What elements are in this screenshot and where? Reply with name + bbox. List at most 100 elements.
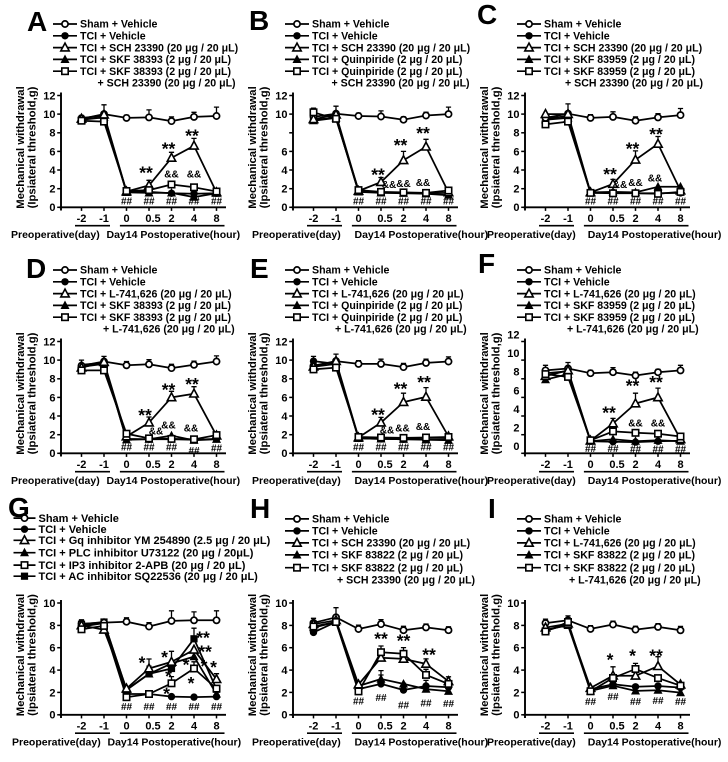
svg-text:6: 6 [281, 392, 287, 404]
svg-text:TCI + SKF 38393 (2 μg / 20 μL): TCI + SKF 38393 (2 μg / 20 μL) [80, 54, 231, 66]
svg-text:D: D [26, 253, 46, 284]
svg-text:##: ## [675, 197, 687, 208]
svg-text:2: 2 [400, 720, 406, 732]
svg-text:4: 4 [191, 720, 198, 732]
svg-text:Preoperative(day): Preoperative(day) [487, 229, 576, 241]
svg-text:Mechanical withdrawal: Mechanical withdrawal [247, 332, 259, 454]
svg-text:Sham + Vehicle: Sham + Vehicle [544, 265, 622, 277]
svg-text:8: 8 [513, 128, 519, 140]
svg-text:*: * [210, 657, 217, 677]
svg-text:TCI + SCH 23390 (20 μg / 20 μL: TCI + SCH 23390 (20 μg / 20 μL) [312, 538, 470, 550]
svg-text:&&: && [149, 426, 163, 437]
svg-text:##: ## [188, 197, 200, 208]
svg-text:-1: -1 [563, 459, 573, 471]
svg-text:0: 0 [587, 720, 593, 732]
svg-text:-2: -2 [541, 213, 551, 225]
svg-text:TCI + Quinpiride (2 μg / 20 μL: TCI + Quinpiride (2 μg / 20 μL) [312, 54, 462, 66]
svg-text:2: 2 [400, 213, 406, 225]
svg-text:8: 8 [677, 720, 683, 732]
svg-text:10: 10 [275, 355, 287, 367]
svg-text:0: 0 [49, 710, 55, 722]
svg-text:2: 2 [168, 213, 174, 225]
svg-text:4: 4 [49, 411, 56, 423]
svg-text:##: ## [121, 702, 133, 713]
svg-text:##: ## [607, 444, 619, 455]
svg-text:**: ** [371, 404, 385, 424]
svg-text:&&: && [651, 419, 665, 430]
svg-text:0: 0 [513, 441, 519, 453]
svg-text:-2: -2 [309, 459, 319, 471]
svg-text:&&: && [395, 424, 409, 435]
svg-text:TCI + Vehicle: TCI + Vehicle [312, 277, 378, 289]
svg-text:6: 6 [49, 643, 55, 655]
svg-text:-2: -2 [77, 459, 87, 471]
svg-text:TCI + AC inhibitor SQ22536 (20: TCI + AC inhibitor SQ22536 (20 μg / 20 μ… [39, 571, 259, 583]
svg-text:Preoperative(day): Preoperative(day) [487, 475, 576, 487]
svg-text:12: 12 [507, 329, 519, 341]
svg-text:2: 2 [632, 213, 638, 225]
svg-text:TCI + Quinpiride (2 μg / 20 μL: TCI + Quinpiride (2 μg / 20 μL) [312, 312, 462, 324]
svg-text:##: ## [420, 197, 432, 208]
svg-text:Day14 Postoperative(hour): Day14 Postoperative(hour) [588, 737, 722, 749]
svg-text:0: 0 [355, 459, 361, 471]
svg-text:TCI + SKF 83959 (2 μg / 20 μL): TCI + SKF 83959 (2 μg / 20 μL) [544, 312, 695, 324]
svg-text:TCI + L-741,626 (20 μg / 20 μL: TCI + L-741,626 (20 μg / 20 μL) [544, 288, 696, 300]
svg-text:8: 8 [445, 213, 451, 225]
svg-text:Preoperative(day): Preoperative(day) [252, 737, 341, 749]
svg-text:10: 10 [507, 598, 519, 610]
svg-text:-2: -2 [77, 213, 87, 225]
svg-text:&&: && [628, 178, 642, 189]
svg-text:4: 4 [655, 459, 662, 471]
svg-text:##: ## [353, 197, 365, 208]
svg-text:+ SCH 23390 (20 μg / 20 μL): + SCH 23390 (20 μg / 20 μL) [332, 78, 470, 90]
svg-text:6: 6 [513, 643, 519, 655]
svg-text:-2: -2 [541, 459, 551, 471]
svg-text:&&: && [164, 170, 178, 181]
svg-text:Day14 Postoperative(hour): Day14 Postoperative(hour) [107, 475, 241, 487]
svg-text:TCI + Vehicle: TCI + Vehicle [39, 524, 107, 536]
svg-text:2: 2 [49, 687, 55, 699]
svg-text:TCI + Gq inhibitor YM 254890 (: TCI + Gq inhibitor YM 254890 (2.5 μg / 2… [39, 535, 271, 547]
svg-text:**: ** [196, 628, 210, 648]
svg-text:4: 4 [423, 213, 430, 225]
svg-text:I: I [488, 493, 496, 524]
svg-text:4: 4 [513, 165, 520, 177]
svg-text:+ L-741,626 (20 μg / 20 μL): + L-741,626 (20 μg / 20 μL) [567, 324, 699, 336]
svg-text:##: ## [188, 446, 200, 457]
svg-text:4: 4 [423, 459, 430, 471]
svg-text:**: ** [416, 123, 430, 143]
svg-text:-2: -2 [77, 720, 87, 732]
svg-text:0.5: 0.5 [145, 720, 160, 732]
svg-text:(Ipsiateral threshold,g): (Ipsiateral threshold,g) [27, 594, 39, 716]
svg-text:TCI + PLC inhibitor U73122 (20: TCI + PLC inhibitor U73122 (20 μg / 20μL… [39, 547, 254, 559]
svg-text:##: ## [375, 197, 387, 208]
svg-text:8: 8 [49, 374, 55, 386]
svg-text:E: E [250, 253, 269, 284]
svg-text:TCI + Vehicle: TCI + Vehicle [544, 526, 610, 538]
svg-text:+ L-741,626 (20 μg / 20 μL): + L-741,626 (20 μg / 20 μL) [103, 324, 235, 336]
svg-text:+ SCH 23390 (20 μg / 20 μL): + SCH 23390 (20 μg / 20 μL) [565, 78, 703, 90]
svg-text:##: ## [121, 443, 133, 454]
svg-text:&&: && [416, 422, 430, 433]
svg-text:2: 2 [168, 720, 174, 732]
svg-text:##: ## [211, 197, 223, 208]
svg-text:4: 4 [191, 459, 198, 471]
svg-text:Preoperative(day): Preoperative(day) [11, 475, 100, 487]
svg-text:##: ## [652, 696, 664, 707]
svg-text:8: 8 [445, 720, 451, 732]
svg-text:##: ## [630, 445, 642, 456]
svg-text:8: 8 [213, 213, 219, 225]
svg-text:Sham + Vehicle: Sham + Vehicle [544, 19, 622, 31]
svg-text:&&: && [396, 179, 410, 190]
svg-text:##: ## [675, 697, 687, 708]
svg-text:0: 0 [281, 202, 287, 214]
svg-text:0.5: 0.5 [609, 720, 624, 732]
svg-text:Day14 Postoperative(hour): Day14 Postoperative(hour) [355, 737, 489, 749]
svg-text:C: C [477, 0, 497, 30]
svg-text:-1: -1 [99, 720, 109, 732]
svg-text:##: ## [607, 692, 619, 703]
svg-text:10: 10 [43, 109, 55, 121]
svg-text:0: 0 [355, 720, 361, 732]
svg-text:Sham + Vehicle: Sham + Vehicle [39, 513, 119, 525]
svg-text:-1: -1 [563, 720, 573, 732]
